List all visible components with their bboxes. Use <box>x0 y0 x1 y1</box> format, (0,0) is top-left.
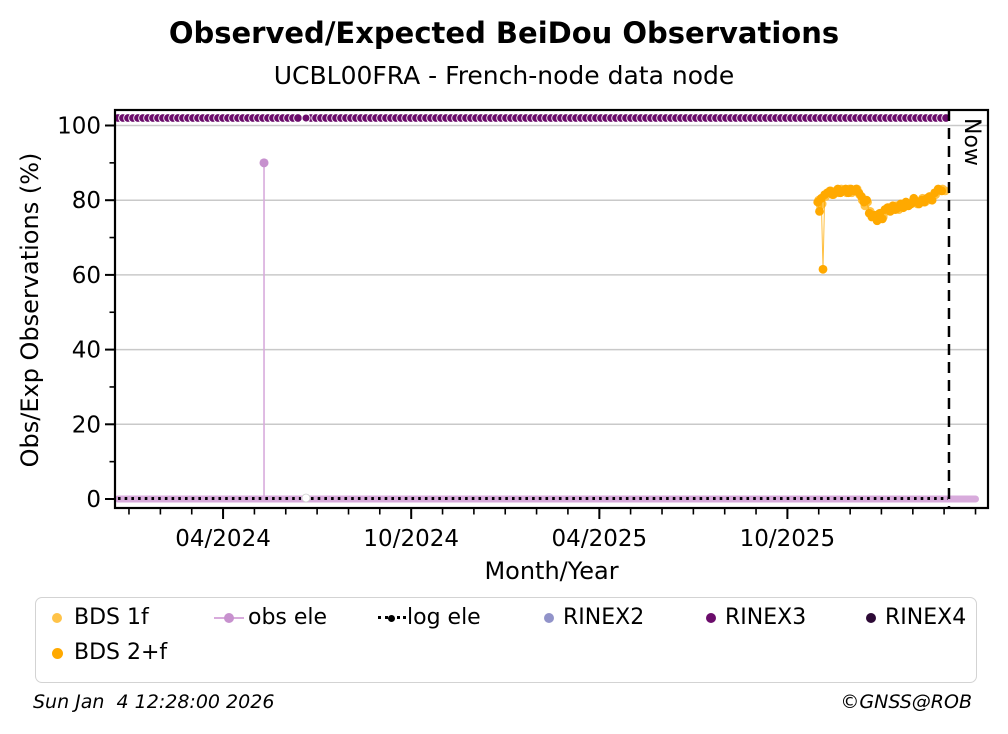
svg-text:0: 0 <box>86 487 101 513</box>
svg-text:80: 80 <box>72 188 101 214</box>
svg-text:04/2025: 04/2025 <box>552 526 648 552</box>
legend-label-rinex2: RINEX2 <box>563 605 645 630</box>
legend-label-bds-2f: BDS 2+f <box>74 640 168 665</box>
svg-text:10/2025: 10/2025 <box>740 526 836 552</box>
now-line: Now <box>947 110 984 508</box>
legend-marker-bds-1f-icon <box>52 613 62 623</box>
y-axis: 0 20 40 60 80 100 <box>57 114 115 513</box>
series-obs-ele <box>114 158 980 503</box>
legend-marker-rinex3-icon <box>706 613 716 623</box>
svg-text:04/2024: 04/2024 <box>175 526 271 552</box>
chart-subtitle: UCBL00FRA - French-node data node <box>273 61 735 90</box>
legend-label-log-ele: log ele <box>407 605 481 630</box>
y-axis-label: Obs/Exp Observations (%) <box>16 152 44 468</box>
plot-credit: ©GNSS@ROB <box>840 691 972 713</box>
svg-text:40: 40 <box>72 338 101 364</box>
legend-marker-log-ele-dot-icon <box>388 615 395 622</box>
plot-frame <box>113 108 990 510</box>
series-log-ele <box>117 493 949 503</box>
legend-label-rinex4: RINEX4 <box>885 605 967 630</box>
series-bds-2-f <box>813 184 947 274</box>
legend-label-bds-1f: BDS 1f <box>74 605 149 630</box>
svg-text:100: 100 <box>57 114 101 140</box>
x-axis: 04/2024 10/2024 04/2025 10/2025 <box>128 508 977 552</box>
legend-marker-bds-2f-icon <box>52 648 63 659</box>
plot-timestamp: Sun Jan 4 12:28:00 2026 <box>33 691 275 713</box>
gridlines <box>115 124 988 426</box>
legend-marker-rinex2-icon <box>544 613 554 623</box>
legend-label-rinex3: RINEX3 <box>725 605 807 630</box>
x-axis-label: Month/Year <box>484 557 619 585</box>
legend-label-obs-ele: obs ele <box>248 605 328 630</box>
legend-marker-rinex4-icon <box>866 613 876 623</box>
svg-text:20: 20 <box>72 412 101 438</box>
series-rinex3 <box>113 113 951 123</box>
svg-text:60: 60 <box>72 263 101 289</box>
legend-marker-obs-ele-dot-icon <box>224 613 234 623</box>
legend: BDS 1f obs ele log ele RINEX2 RINEX3 RIN… <box>35 597 977 683</box>
now-label: Now <box>959 118 984 166</box>
svg-text:10/2024: 10/2024 <box>363 526 459 552</box>
chart-title: Observed/Expected BeiDou Observations <box>168 16 840 50</box>
